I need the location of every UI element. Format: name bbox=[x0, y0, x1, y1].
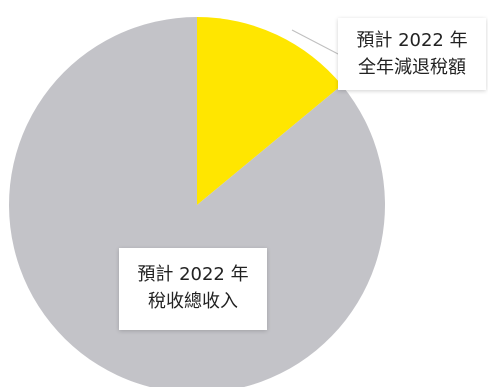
callout-total-revenue: 預計 2022 年 稅收總收入 bbox=[119, 248, 267, 330]
callout-total-revenue-line-2: 稅收總收入 bbox=[148, 291, 238, 312]
callout-tax-reduction-line-1: 預計 2022 年 bbox=[356, 30, 468, 51]
callout-tax-reduction: 預計 2022 年 全年減退稅額 bbox=[338, 18, 486, 90]
callout-leader-line bbox=[291, 29, 341, 56]
callout-tax-reduction-line-2: 全年減退稅額 bbox=[358, 57, 466, 78]
pie-slice-total-revenue bbox=[9, 17, 385, 387]
pie-slice-tax-reduction bbox=[197, 17, 342, 205]
pie-slices bbox=[9, 17, 385, 387]
callout-total-revenue-line-1: 預計 2022 年 bbox=[137, 264, 249, 285]
